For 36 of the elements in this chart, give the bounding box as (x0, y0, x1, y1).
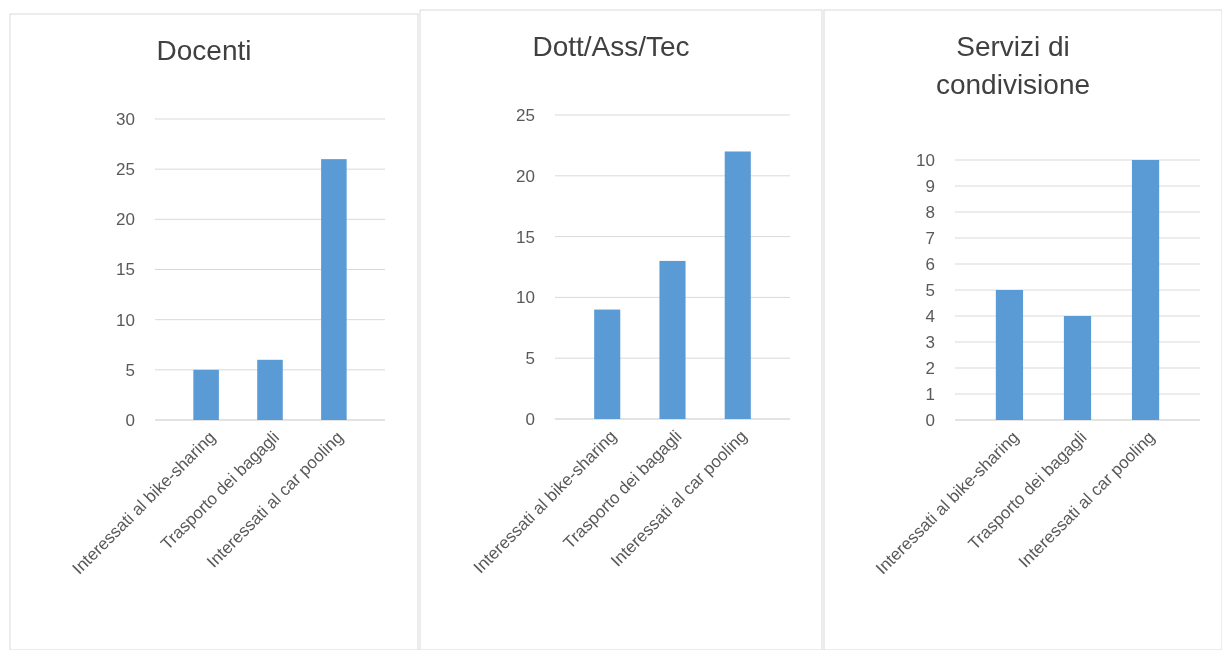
y-tick-label: 2 (925, 358, 935, 378)
y-tick-label: 9 (925, 176, 935, 196)
chart-title: Dott/Ass/Tec (532, 31, 690, 62)
y-tick-label: 10 (916, 150, 935, 170)
bar (659, 260, 686, 419)
y-tick-label: 1 (925, 384, 935, 404)
bar (193, 369, 219, 420)
y-tick-label: 20 (516, 166, 535, 186)
y-tick-label: 10 (116, 310, 135, 330)
y-tick-label: 0 (125, 410, 135, 430)
bar (257, 359, 283, 420)
bar (594, 309, 621, 419)
y-tick-label: 6 (925, 254, 935, 274)
y-tick-label: 25 (516, 105, 535, 125)
y-tick-label: 15 (516, 227, 535, 247)
y-tick-label: 3 (925, 332, 935, 352)
y-tick-label: 0 (925, 410, 935, 430)
bar (1063, 316, 1092, 420)
y-tick-label: 4 (925, 306, 935, 326)
y-tick-label: 20 (116, 210, 135, 230)
y-tick-label: 0 (525, 409, 535, 429)
y-tick-label: 8 (925, 202, 935, 222)
y-tick-label: 25 (116, 160, 135, 180)
chart-title: Docenti (156, 35, 252, 66)
y-tick-label: 5 (125, 360, 135, 380)
bar (724, 151, 751, 419)
bar (1131, 160, 1160, 420)
y-tick-label: 5 (525, 349, 535, 369)
y-tick-label: 15 (116, 260, 135, 280)
y-tick-label: 7 (925, 228, 935, 248)
bar (321, 159, 347, 420)
y-tick-label: 5 (925, 280, 935, 300)
chart-title: Servizi di condivisione (935, 31, 1091, 100)
y-tick-label: 10 (516, 288, 535, 308)
y-tick-label: 30 (116, 109, 135, 129)
bar (995, 290, 1024, 420)
